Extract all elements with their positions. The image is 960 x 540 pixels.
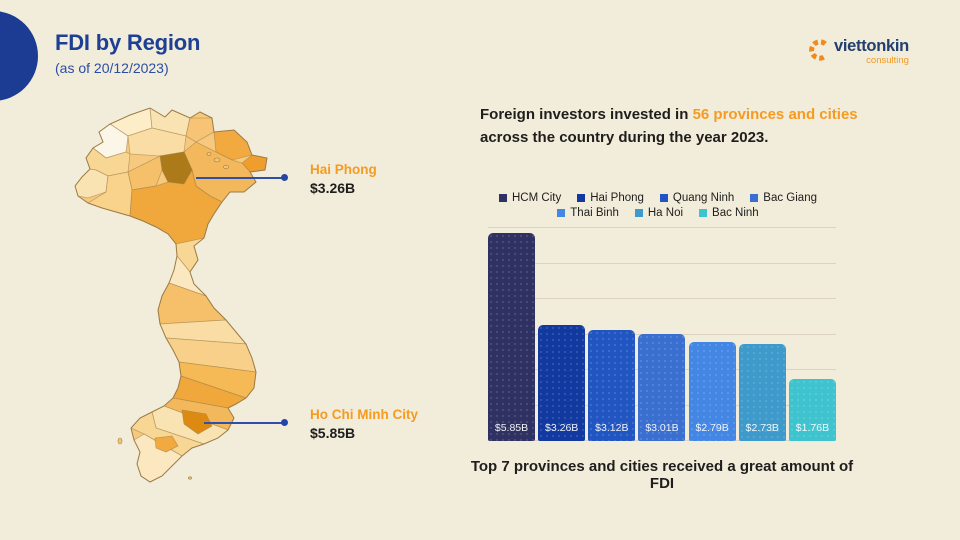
hcmc-connector-line	[204, 422, 284, 424]
legend-swatch-icon	[577, 194, 586, 202]
legend-item: Bac Ninh	[699, 207, 759, 219]
logo-c-icon	[809, 39, 827, 61]
legend-label: Thai Binh	[570, 207, 619, 219]
gridline	[488, 298, 836, 299]
header: FDI by Region (as of 20/12/2023)	[55, 30, 200, 76]
decorative-circle	[0, 11, 38, 101]
legend-item: Quang Ninh	[659, 192, 735, 204]
page-subtitle: (as of 20/12/2023)	[55, 60, 169, 76]
legend-swatch-icon	[659, 194, 668, 202]
legend-label: Hai Phong	[590, 192, 644, 204]
legend-item: Thai Binh	[557, 207, 619, 219]
callout-ho-chi-minh-city: Ho Chi Minh City $5.85B	[310, 406, 418, 442]
callout-hcmc-name: Ho Chi Minh City	[310, 407, 418, 422]
haiphong-connector-line	[196, 177, 284, 179]
bar-bac-giang: $3.01B	[638, 334, 686, 441]
callout-hcmc-value: $5.85B	[310, 425, 356, 441]
callout-hai-phong: Hai Phong $3.26B	[310, 161, 377, 197]
logo-subtitle: consulting	[866, 55, 909, 67]
legend-swatch-icon	[557, 209, 566, 217]
province	[154, 435, 179, 453]
intro-text: Foreign investors invested in 56 provinc…	[480, 103, 860, 150]
logo-text: viettonkin consulting	[834, 37, 909, 66]
gridline	[488, 333, 836, 335]
bar-value-label: $3.12B	[595, 422, 629, 434]
bar-value-label: $3.26B	[545, 422, 579, 434]
bar-value-label: $3.01B	[645, 422, 679, 434]
legend-row: Thai Binh Ha Noi Bac Ninh	[478, 207, 838, 219]
bar-value-label: $2.79B	[695, 422, 729, 434]
chart-legend: HCM City Hai Phong Quang Ninh Bac Giang Thai…	[478, 192, 838, 222]
province	[181, 409, 213, 435]
brand-logo: viettonkin consulting	[806, 37, 909, 66]
bar-value-label: $2.73B	[745, 422, 779, 434]
bar-value-label: $5.85B	[494, 422, 529, 434]
legend-swatch-icon	[750, 194, 759, 202]
legend-row: HCM City Hai Phong Quang Ninh Bac Giang	[478, 192, 838, 204]
chart-caption: Top 7 provinces and cities received a gr…	[470, 458, 854, 492]
callout-hai-phong-name: Hai Phong	[310, 162, 377, 177]
bar-hai-phong: $3.26B	[538, 325, 586, 441]
gridline	[488, 227, 836, 228]
legend-label: Bac Giang	[763, 192, 817, 204]
logo-name: viettonkin	[834, 37, 909, 55]
bar-thai-binh: $2.79B	[688, 341, 736, 441]
province-mosaic	[75, 108, 267, 482]
legend-label: Quang Ninh	[672, 192, 735, 204]
chart-plot: $5.85B $3.26B $3.12B $3.01B $2.79B $2.73B $1.7…	[488, 227, 836, 441]
bar-ha-noi: $2.73B	[738, 344, 786, 441]
legend-item: Bac Giang	[750, 192, 817, 204]
legend-item: Ha Noi	[634, 207, 684, 219]
legend-swatch-icon	[634, 209, 643, 217]
islands	[117, 152, 229, 480]
gridline	[488, 262, 836, 264]
legend-label: Bac Ninh	[712, 207, 759, 219]
page-title: FDI by Region	[55, 30, 201, 55]
bar-value-label: $1.76B	[795, 422, 830, 434]
haiphong-connector-dot	[281, 174, 288, 181]
legend-item: HCM City	[499, 192, 561, 204]
callout-hai-phong-value: $3.26B	[310, 180, 356, 196]
intro-post: across the country during the year 2023.	[480, 129, 769, 147]
intro-pre: Foreign investors invested in	[480, 106, 693, 123]
bar-hcm-city: $5.85B	[488, 233, 535, 441]
legend-swatch-icon	[499, 194, 507, 202]
intro-highlight: 56 provinces and cities	[692, 106, 858, 123]
legend-swatch-icon	[699, 209, 708, 217]
legend-label: HCM City	[512, 192, 562, 204]
legend-item: Hai Phong	[577, 192, 644, 204]
bar-group: $5.85B $3.26B $3.12B $3.01B $2.79B $2.73B $1.7…	[488, 228, 836, 441]
bar-quang-ninh: $3.12B	[588, 330, 636, 441]
legend-label: Ha Noi	[647, 207, 684, 219]
vietnam-map	[74, 107, 268, 483]
bar-bac-ninh: $1.76B	[788, 378, 836, 441]
hcmc-connector-dot	[281, 419, 288, 426]
province	[185, 117, 215, 143]
